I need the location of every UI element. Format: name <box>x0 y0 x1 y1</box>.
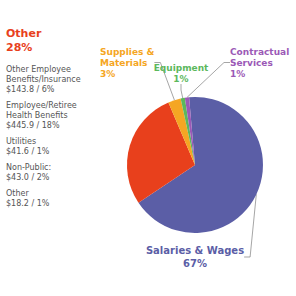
svg-text:Contractual: Contractual <box>230 47 289 57</box>
svg-text:Utilities: Utilities <box>6 137 36 146</box>
svg-text:28%: 28% <box>6 41 32 54</box>
svg-text:$18.2 / 1%: $18.2 / 1% <box>6 199 50 208</box>
svg-text:Employee/Retiree: Employee/Retiree <box>6 101 77 110</box>
svg-text:Health Benefits: Health Benefits <box>6 111 68 120</box>
svg-text:67%: 67% <box>183 258 207 269</box>
svg-text:$445.9 / 18%: $445.9 / 18% <box>6 121 60 130</box>
svg-text:1%: 1% <box>230 69 245 79</box>
svg-text:Salaries & Wages: Salaries & Wages <box>146 245 244 256</box>
svg-text:Non-Public:: Non-Public: <box>6 163 51 172</box>
svg-text:3%: 3% <box>100 69 115 79</box>
svg-text:$43.0 / 2%: $43.0 / 2% <box>6 173 50 182</box>
svg-text:$143.8 / 6%: $143.8 / 6% <box>6 85 55 94</box>
svg-text:Other Employee: Other Employee <box>6 65 71 74</box>
svg-text:$41.6 / 1%: $41.6 / 1% <box>6 147 50 156</box>
svg-text:Other: Other <box>6 189 29 198</box>
svg-text:Materials: Materials <box>100 58 147 68</box>
svg-text:Other: Other <box>6 27 42 40</box>
svg-text:Supplies &: Supplies & <box>100 47 155 57</box>
svg-text:Equipment: Equipment <box>154 63 209 73</box>
svg-text:1%: 1% <box>173 74 188 84</box>
svg-text:Benefits/Insurance: Benefits/Insurance <box>6 75 81 84</box>
svg-text:Services: Services <box>230 58 273 68</box>
